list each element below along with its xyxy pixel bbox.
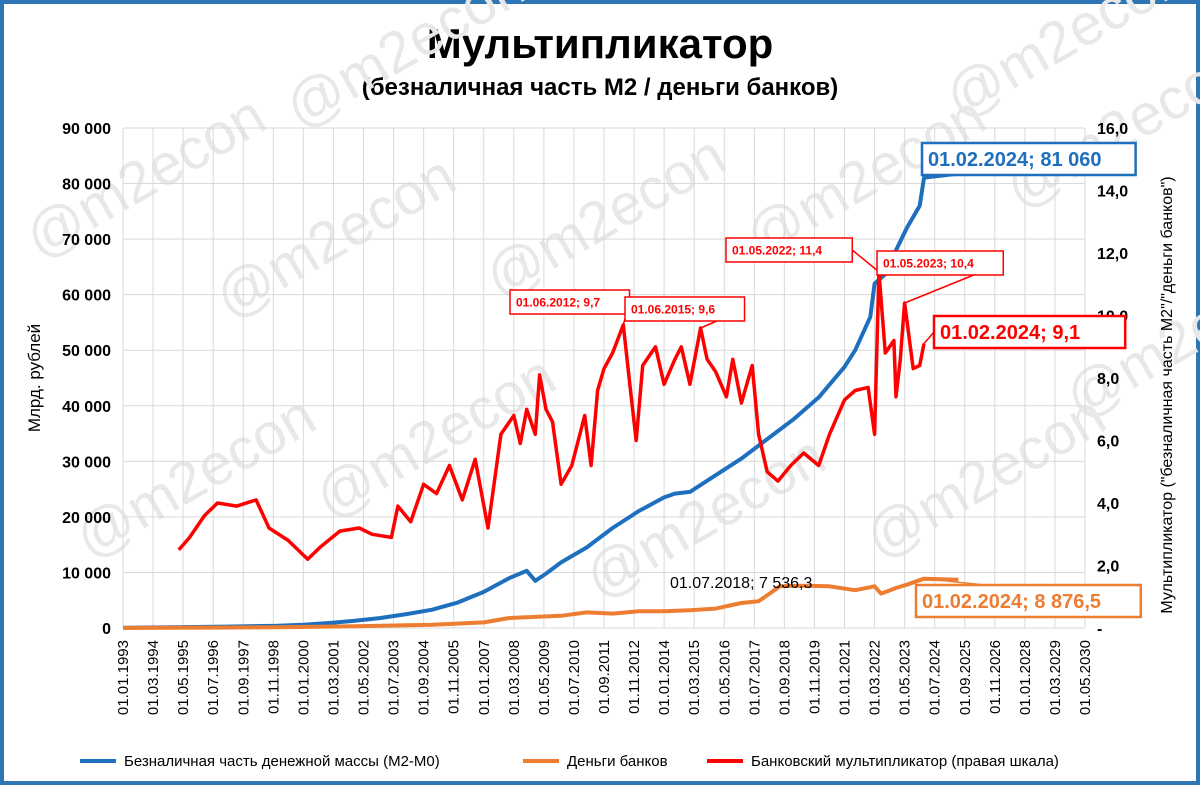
legend-item-m2: Безналичная часть денежной массы (М2-М0) bbox=[80, 748, 440, 774]
annotation-leader bbox=[923, 331, 935, 345]
x-tick-label: 01.01.2014 bbox=[656, 640, 673, 715]
legend-label: Деньги банков bbox=[567, 752, 668, 770]
x-tick-label: 01.01.2007 bbox=[476, 640, 493, 715]
annotation-label: 01.05.2022; 11,4 bbox=[732, 243, 822, 257]
y2-tick-label: 14,0 bbox=[1097, 184, 1128, 201]
y-tick-label: 80 000 bbox=[62, 177, 111, 194]
chart-title: Мультипликатор bbox=[426, 20, 774, 67]
chart-subtitle: (безналичная часть М2 / деньги банков) bbox=[361, 74, 839, 101]
x-tick-label: 01.03.2001 bbox=[325, 640, 342, 715]
annotation-label: 01.07.2018; 7 536,3 bbox=[670, 575, 812, 592]
x-tick-label: 01.03.1994 bbox=[145, 640, 162, 715]
y2-tick-label: 12,0 bbox=[1097, 246, 1128, 263]
x-tick-label: 01.07.2010 bbox=[566, 640, 583, 715]
legend-label: Банковский мультипликатор (правая шкала) bbox=[751, 752, 1059, 770]
x-tick-label: 01.05.2030 bbox=[1077, 640, 1094, 715]
x-tick-label: 01.05.2009 bbox=[536, 640, 553, 715]
x-tick-label: 01.11.2012 bbox=[626, 640, 643, 714]
x-tick-label: 01.11.2019 bbox=[806, 640, 823, 714]
y2-tick-label: - bbox=[1097, 621, 1102, 638]
annotation-label: 01.05.2023; 10,4 bbox=[883, 256, 974, 270]
legend: Безналичная часть денежной массы (М2-М0)… bbox=[80, 748, 1180, 774]
y-tick-label: 30 000 bbox=[62, 454, 111, 471]
legend-swatch bbox=[523, 759, 559, 763]
annotations: 01.02.2024; 81 060 01.02.2024; 8 876,5 01.… bbox=[509, 141, 1143, 619]
y2-tick-label: 16,0 bbox=[1097, 121, 1128, 138]
annotation-leader bbox=[851, 249, 880, 273]
annotation-label: 01.02.2024; 9,1 bbox=[940, 322, 1080, 344]
legend-swatch bbox=[707, 759, 743, 763]
y2-tick-label: 4,0 bbox=[1097, 496, 1119, 513]
x-tick-label: 01.07.2017 bbox=[746, 640, 763, 715]
right-axis-label: Мультипликатор ("безналичная часть М2"/"… bbox=[1159, 176, 1176, 613]
series-line-bank-money bbox=[122, 576, 959, 630]
watermark-text: @m2econ bbox=[14, 82, 276, 271]
x-tick-label: 01.11.2005 bbox=[446, 640, 463, 714]
annotation-label: 01.06.2012; 9,7 bbox=[516, 295, 600, 309]
watermark-text: @m2econ bbox=[304, 342, 566, 531]
y-tick-label: 60 000 bbox=[62, 288, 111, 305]
x-axis-ticks: 01.01.1993 01.03.1994 01.05.1995 01.07.1996… bbox=[115, 640, 1094, 715]
series-line-multiplier bbox=[177, 270, 926, 562]
x-tick-label: 01.09.2011 bbox=[596, 640, 613, 714]
x-tick-label: 01.01.2021 bbox=[837, 640, 854, 715]
annotation-label: 01.02.2024; 81 060 bbox=[928, 149, 1102, 171]
x-tick-label: 01.03.2015 bbox=[686, 640, 703, 715]
legend-item-bank: Деньги банков bbox=[523, 748, 668, 774]
x-tick-label: 01.01.1993 bbox=[115, 640, 132, 715]
x-tick-label: 01.01.2028 bbox=[1017, 640, 1034, 715]
annotation-box bbox=[920, 141, 1137, 177]
y-tick-label: 40 000 bbox=[62, 399, 111, 416]
x-tick-label: 01.09.1997 bbox=[235, 640, 252, 715]
x-tick-label: 01.01.2000 bbox=[295, 640, 312, 715]
series-line-m2 bbox=[122, 171, 959, 630]
x-tick-label: 01.07.2024 bbox=[927, 640, 944, 715]
x-tick-label: 01.07.2003 bbox=[386, 640, 403, 715]
x-tick-label: 01.11.2026 bbox=[987, 640, 1004, 714]
annotation-box bbox=[914, 583, 1143, 619]
legend-label: Безналичная часть денежной массы (М2-М0) bbox=[124, 752, 440, 770]
y-tick-label: 50 000 bbox=[62, 343, 111, 360]
legend-item-mult: Банковский мультипликатор (правая шкала) bbox=[707, 748, 1059, 774]
watermark-text: @m2econ bbox=[274, 0, 536, 141]
x-tick-label: 01.11.1998 bbox=[265, 640, 282, 714]
x-tick-label: 01.05.1995 bbox=[175, 640, 192, 715]
x-tick-label: 01.05.2023 bbox=[897, 640, 914, 715]
annotation-label: 01.06.2015; 9,6 bbox=[631, 302, 715, 316]
y-tick-label: 90 000 bbox=[62, 121, 111, 138]
y-tick-label: 70 000 bbox=[62, 232, 111, 249]
annotation-label: 01.02.2024; 8 876,5 bbox=[922, 591, 1101, 613]
x-tick-label: 01.09.2004 bbox=[416, 640, 433, 715]
x-tick-label: 01.03.2008 bbox=[506, 640, 523, 715]
legend-swatch bbox=[80, 759, 116, 763]
x-tick-label: 01.09.2018 bbox=[776, 640, 793, 715]
y2-tick-label: 2,0 bbox=[1097, 559, 1119, 576]
y2-tick-label: 6,0 bbox=[1097, 434, 1119, 451]
x-tick-label: 01.05.2016 bbox=[716, 640, 733, 715]
x-tick-label: 01.03.2029 bbox=[1047, 640, 1064, 715]
y-tick-label: 10 000 bbox=[62, 565, 111, 582]
x-tick-label: 01.05.2002 bbox=[356, 640, 373, 715]
left-axis-ticks: 0 10 000 20 000 30 000 40 000 50 000 60 000 70 … bbox=[62, 121, 111, 638]
y-tick-label: 0 bbox=[102, 621, 111, 638]
annotation-box bbox=[725, 237, 853, 263]
gridlines bbox=[122, 127, 1086, 629]
y-tick-label: 20 000 bbox=[62, 510, 111, 527]
x-tick-label: 01.03.2022 bbox=[867, 640, 884, 715]
x-tick-label: 01.09.2025 bbox=[957, 640, 974, 715]
y2-tick-label: 8,0 bbox=[1097, 371, 1119, 388]
left-axis-label: Млрд. рублей bbox=[25, 324, 44, 432]
annotation-box bbox=[876, 250, 1004, 276]
series-lines bbox=[122, 171, 959, 630]
annotation-box bbox=[932, 314, 1127, 350]
annotation-box bbox=[624, 296, 746, 322]
x-tick-label: 01.07.1996 bbox=[205, 640, 222, 715]
